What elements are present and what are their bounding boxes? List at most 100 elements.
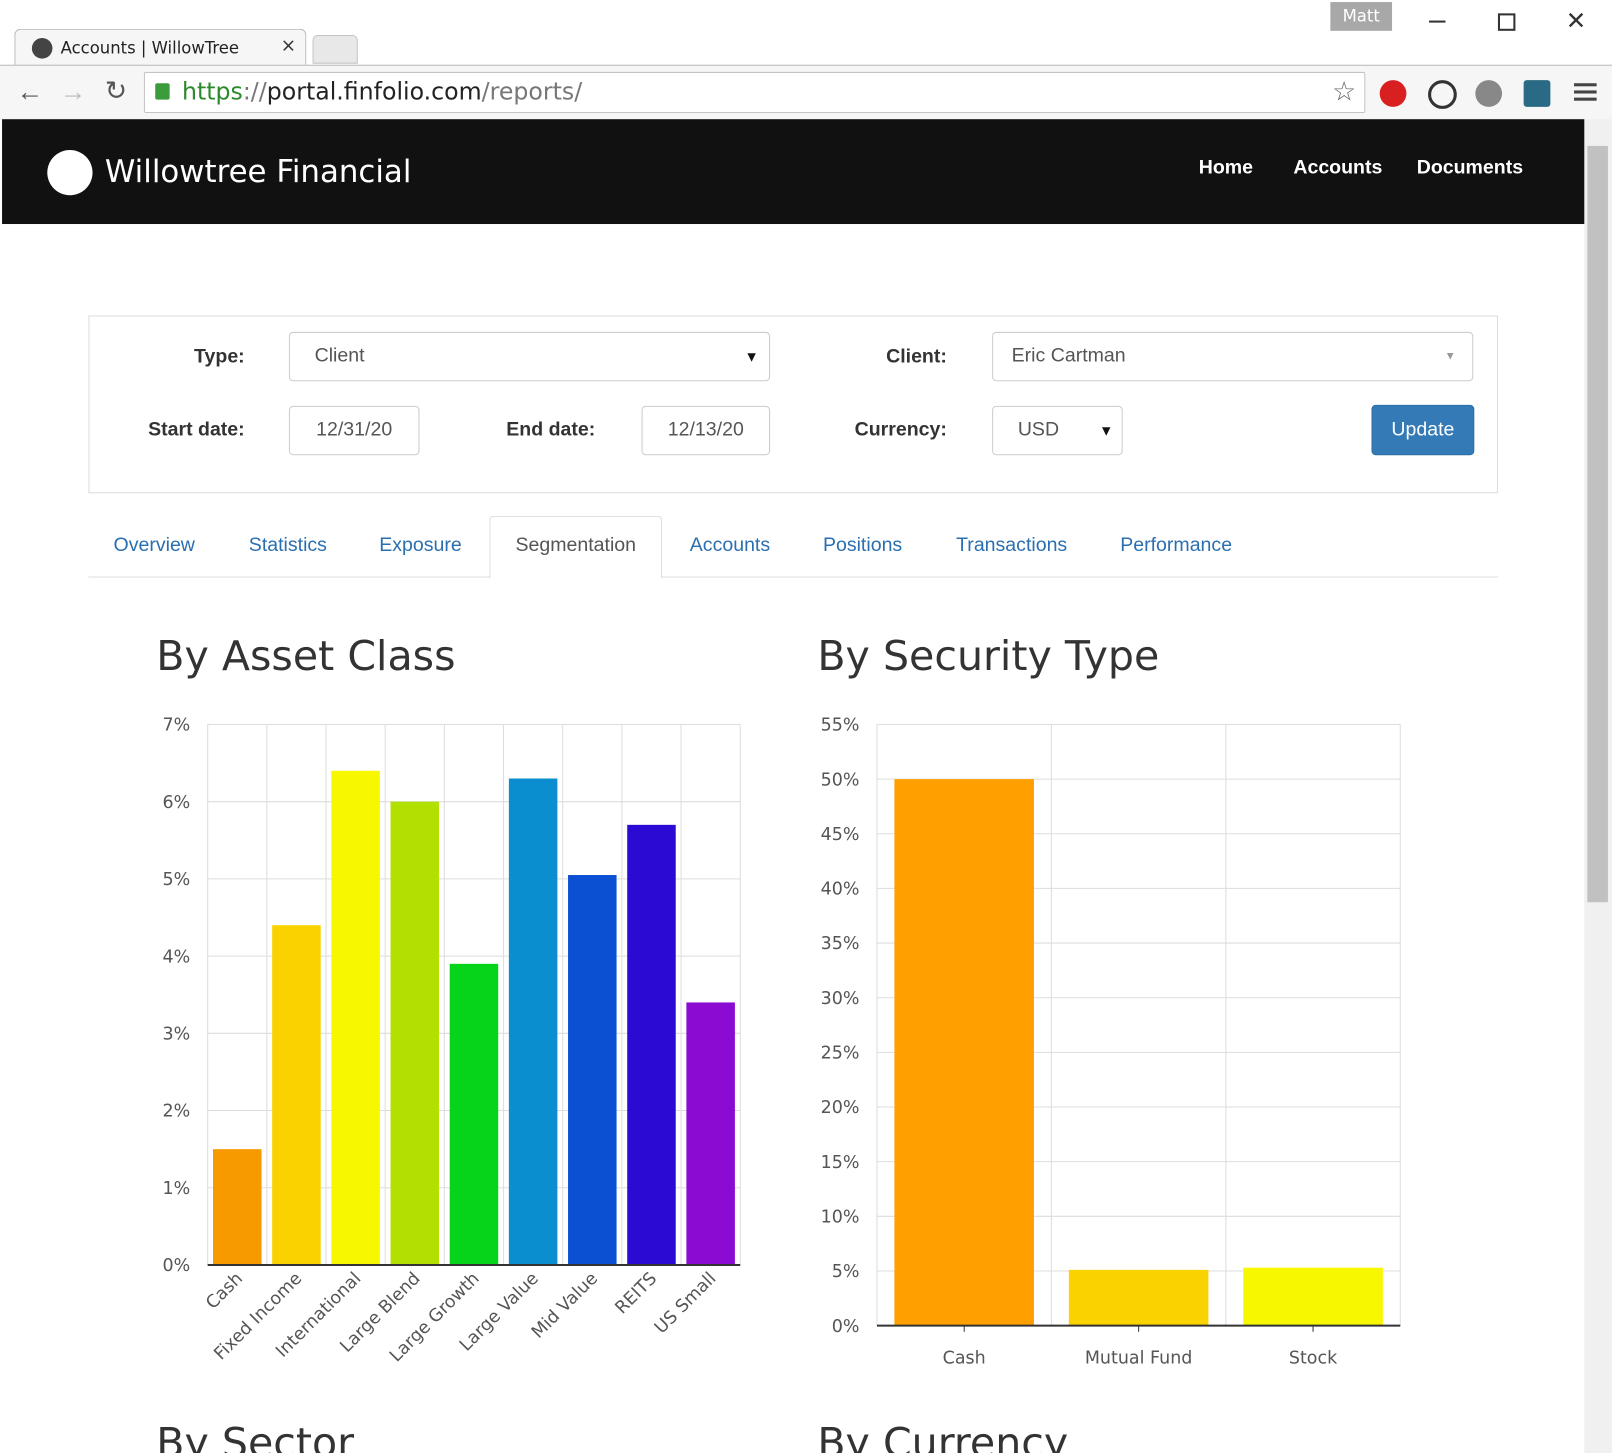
new-tab[interactable]	[312, 34, 358, 64]
tab[interactable]: Overview	[113, 534, 195, 556]
y-tick-label: 45%	[821, 825, 860, 845]
end-value: 12/13/20	[667, 419, 744, 441]
tab-icon	[31, 38, 53, 59]
start-input[interactable]: 12/31/20	[288, 405, 420, 456]
type-select[interactable]: Client ▼	[288, 331, 771, 382]
url-path: /reports/	[481, 79, 583, 106]
client-value: Eric Cartman	[1011, 345, 1126, 367]
bar	[1243, 1267, 1383, 1326]
y-tick-label: 25%	[821, 1044, 860, 1064]
client-select[interactable]: Eric Cartman ▼	[992, 331, 1474, 382]
bar	[213, 1149, 262, 1265]
url-host: portal.finfolio.com	[266, 79, 482, 106]
active-tab-box	[489, 515, 663, 579]
reload[interactable]: ↻	[104, 75, 128, 106]
site-navbar: Willowtree Financial Home Accounts Docum…	[2, 119, 1585, 225]
bar	[331, 770, 380, 1265]
profile[interactable]: Matt	[1330, 2, 1393, 31]
x-tick-label: REITS	[612, 1269, 662, 1319]
select-arrow: ▼	[1099, 422, 1114, 439]
lock-icon	[155, 83, 170, 100]
bar	[894, 779, 1034, 1326]
chart-title: By Asset Class	[156, 632, 455, 680]
tab[interactable]: Positions	[822, 534, 903, 556]
currency-select[interactable]: USD ▼	[992, 405, 1123, 456]
y-tick-label: 15%	[821, 1153, 860, 1173]
toolbar: ← → ↻ https://portal.finfolio.com/report…	[0, 64, 1612, 121]
y-tick-label: 55%	[821, 716, 860, 736]
extension-icon[interactable]	[1379, 80, 1407, 107]
bookmark-star[interactable]: ☆	[1332, 77, 1357, 108]
y-tick-label: 20%	[821, 1098, 860, 1118]
y-tick-label: 7%	[162, 716, 190, 736]
bar	[449, 963, 499, 1265]
client-label: Client:	[886, 346, 947, 368]
chart-title: By Security Type	[817, 632, 1159, 680]
y-tick-label: 50%	[821, 770, 860, 790]
y-tick-label: 5%	[162, 870, 190, 890]
tab-title: Accounts | WillowTree	[60, 38, 240, 58]
close[interactable]: ✕	[1565, 7, 1587, 35]
back[interactable]: ←	[16, 76, 44, 107]
tab[interactable]: Statistics	[248, 534, 327, 556]
bar	[1068, 1269, 1209, 1326]
y-tick-label: 30%	[821, 989, 860, 1009]
y-tick-label: 4%	[162, 947, 190, 967]
y-tick-label: 10%	[821, 1207, 860, 1227]
address-bar[interactable]: https://portal.finfolio.com/reports/ ☆	[143, 71, 1366, 114]
y-tick-label: 2%	[162, 1102, 190, 1122]
nav-link[interactable]: Accounts	[1293, 157, 1383, 179]
forward[interactable]: →	[59, 76, 87, 107]
minimize[interactable]	[1429, 20, 1446, 23]
menu[interactable]	[1574, 83, 1597, 87]
tab-close[interactable]: ×	[280, 34, 297, 57]
y-tick-label: 0%	[832, 1317, 860, 1337]
select-arrow: ▼	[1444, 350, 1456, 363]
tab[interactable]: Accounts | WillowTree ×	[14, 28, 307, 67]
bar	[390, 801, 440, 1265]
url: https://portal.finfolio.com/reports/	[182, 73, 582, 112]
section-heading: By Sector	[156, 1419, 354, 1453]
filter-panel	[88, 315, 1498, 494]
url-scheme: https	[181, 79, 243, 106]
end-input[interactable]: 12/13/20	[641, 405, 771, 456]
y-tick-label: 1%	[162, 1179, 190, 1199]
type-value: Client	[314, 345, 365, 367]
scroll-thumb[interactable]	[1587, 145, 1608, 903]
type-label: Type:	[194, 346, 245, 368]
currency-value: USD	[1017, 419, 1060, 441]
tab[interactable]: Exposure	[379, 534, 462, 556]
brand[interactable]: Willowtree Financial	[104, 154, 412, 191]
brand-logo	[47, 150, 93, 196]
tab[interactable]: Segmentation	[515, 534, 637, 556]
y-tick-label: 3%	[162, 1024, 190, 1044]
tab[interactable]: Performance	[1120, 534, 1233, 556]
x-tick-label: Cash	[943, 1349, 986, 1369]
update-button[interactable]: Update	[1371, 404, 1475, 456]
extension-icon[interactable]	[1428, 80, 1457, 109]
y-tick-label: 35%	[821, 934, 860, 954]
scrollbar[interactable]	[1584, 119, 1612, 1453]
section-heading: By Currency	[817, 1419, 1068, 1453]
bar	[568, 875, 617, 1265]
end-label: End date:	[506, 419, 596, 441]
nav-link[interactable]: Home	[1198, 157, 1254, 179]
maximize[interactable]	[1497, 13, 1516, 31]
start-value: 12/31/20	[316, 419, 393, 441]
url-separator: ://	[242, 79, 267, 106]
tab[interactable]: Accounts	[689, 534, 771, 556]
bar	[508, 778, 558, 1265]
bar	[627, 824, 676, 1265]
currency-label: Currency:	[854, 419, 947, 441]
x-tick-label: US Small	[651, 1269, 720, 1338]
nav-link[interactable]: Documents	[1416, 157, 1524, 179]
extension-icon[interactable]	[1475, 80, 1503, 107]
y-tick-label: 6%	[162, 793, 190, 813]
y-tick-label: 5%	[832, 1262, 860, 1282]
tab[interactable]: Transactions	[956, 534, 1068, 556]
bar	[686, 1002, 735, 1265]
y-tick-label: 40%	[821, 880, 860, 900]
extension-icon[interactable]	[1523, 80, 1551, 107]
